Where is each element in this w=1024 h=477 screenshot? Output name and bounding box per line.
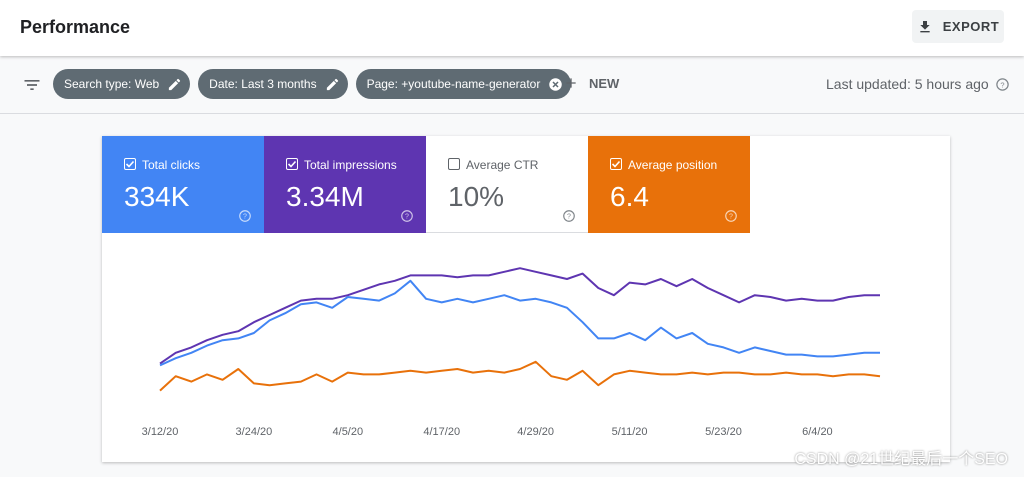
help-circle xyxy=(401,210,413,222)
help-circle xyxy=(563,210,575,222)
remove-icon[interactable] xyxy=(548,77,563,92)
watermark: CSDN @21世纪最后一个SEO xyxy=(794,451,1008,468)
checkbox[interactable] xyxy=(610,158,622,170)
metric-value: 3.34M xyxy=(286,181,364,212)
checkbox[interactable] xyxy=(448,158,460,170)
series-line xyxy=(159,279,880,367)
check xyxy=(125,160,135,168)
check-mark xyxy=(125,160,135,168)
chip-label: Date: Last 3 months xyxy=(209,77,317,91)
metric-tile[interactable]: Average position 6.4? xyxy=(588,136,750,233)
x-tick-label: 6/4/20 xyxy=(802,426,833,438)
pencil xyxy=(326,78,338,90)
x-tick-label: 3/12/20 xyxy=(142,426,179,438)
metric-tile[interactable]: Total clicks 334K? xyxy=(102,136,264,233)
x-tick-label: 4/5/20 xyxy=(333,426,364,438)
help-mark: ? xyxy=(729,214,733,221)
chip-label: Search type: Web xyxy=(64,77,160,91)
metric-label: Average position xyxy=(628,158,718,172)
plus-icon xyxy=(566,78,576,88)
help-mark: ? xyxy=(567,214,571,221)
cross xyxy=(552,80,559,88)
help-circle xyxy=(239,210,251,222)
export-button[interactable]: EXPORT xyxy=(912,10,1004,43)
x-tick-label: 5/23/20 xyxy=(705,426,742,438)
filter-bar: Search type: Web Date: Last 3 months Page:… xyxy=(0,56,1024,114)
help-icon[interactable]: ? xyxy=(724,209,738,223)
chip-list: Search type: Web Date: Last 3 months Page:… xyxy=(53,69,572,99)
metric-label: Average CTR xyxy=(466,158,539,172)
help-icon[interactable]: ? xyxy=(238,209,252,223)
metric-value: 334K xyxy=(124,181,190,212)
series-line xyxy=(159,267,880,365)
help-mark: ? xyxy=(243,214,247,221)
metric-label: Total clicks xyxy=(142,158,201,172)
help-mark: ? xyxy=(405,214,409,221)
checkbox[interactable] xyxy=(286,158,298,170)
x-tick-label: 3/24/20 xyxy=(236,426,273,438)
filter-chip[interactable]: Search type: Web xyxy=(53,69,191,99)
metric-tile[interactable]: Total impressions 3.34M? xyxy=(264,136,426,233)
performance-card: Total clicks 334K? Total impressions 3.34M?… xyxy=(102,136,950,462)
export-label: EXPORT xyxy=(942,19,1000,34)
last-updated: Last updated: 5 hours ago ? xyxy=(826,76,1010,92)
check-mark xyxy=(611,160,621,168)
x-tick-label: 4/29/20 xyxy=(517,426,554,438)
pencil xyxy=(169,78,181,90)
help-icon[interactable]: ? xyxy=(995,77,1010,92)
edit-icon[interactable] xyxy=(325,77,340,92)
check-mark xyxy=(287,160,297,168)
filter-chip[interactable]: Page: +youtube-name-generator xyxy=(355,69,572,99)
help-icon[interactable]: ? xyxy=(400,209,414,223)
header: Performance EXPORT xyxy=(0,0,1024,56)
filter-chip[interactable]: Date: Last 3 months xyxy=(198,69,348,99)
metric-value: 10% xyxy=(448,181,505,212)
chart: 3/12/20 3/24/20 4/5/20 4/17/20 4/29/20 5/11/2… xyxy=(142,267,881,438)
new-filter-button[interactable]: NEW xyxy=(563,75,619,91)
help-circle xyxy=(725,210,737,222)
svg-text:?: ? xyxy=(1000,80,1004,89)
series-line xyxy=(159,360,881,392)
x-tick-label: 4/17/20 xyxy=(423,426,460,438)
check xyxy=(611,160,621,168)
checkbox[interactable] xyxy=(124,158,136,170)
last-updated-text: Last updated: 5 hours ago xyxy=(826,76,989,92)
metric-value: 6.4 xyxy=(610,181,649,212)
metric-tile[interactable]: Average CTR 10%? xyxy=(426,136,588,233)
page-title: Performance xyxy=(20,17,131,37)
download-icon xyxy=(920,20,930,32)
check xyxy=(287,160,297,168)
filter-icon[interactable] xyxy=(22,75,42,95)
chip-label: Page: +youtube-name-generator xyxy=(366,77,541,91)
metric-label: Total impressions xyxy=(304,158,397,172)
x-tick-label: 5/11/20 xyxy=(612,426,648,438)
help-icon[interactable]: ? xyxy=(562,209,576,223)
new-label: NEW xyxy=(589,75,620,91)
edit-icon[interactable] xyxy=(167,77,182,92)
